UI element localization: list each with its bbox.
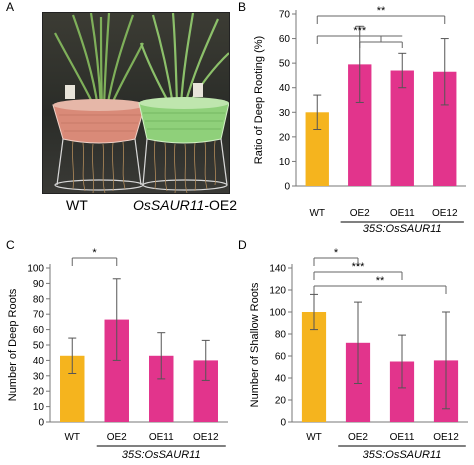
chart-c-deep-roots: 0 10 20 30 40 50 60 70 80 90 100 Number of Deep Roo… xyxy=(7,247,228,461)
photo-caption-wt: WT xyxy=(66,197,88,213)
y-axis-label: Number of Shallow Roots xyxy=(249,282,261,407)
chart-b-deep-rooting-ratio: 0 10 20 30 40 50 60 70 Ratio of Deep Rooting (%)… xyxy=(253,5,466,235)
panel-letter-a: A xyxy=(6,0,15,14)
label-tag-right xyxy=(193,83,203,97)
y-tick-label: 70 xyxy=(33,310,45,321)
bar-wt xyxy=(301,312,327,422)
y-tick-label: 120 xyxy=(269,286,286,297)
significance-label: * xyxy=(334,247,339,259)
y-tick-label: 0 xyxy=(38,418,44,429)
y-tick-label: 30 xyxy=(279,108,291,119)
photo-caption-oe-gene: OsSAUR11 xyxy=(133,197,205,213)
basket-stands xyxy=(54,138,228,191)
roots xyxy=(72,140,216,193)
x-tick-label: OE2 xyxy=(350,208,370,219)
y-tick-label: 100 xyxy=(27,264,44,275)
x-tick-label: OE11 xyxy=(149,432,174,443)
y-tick-label: 50 xyxy=(33,341,45,352)
bar-oe11 xyxy=(390,70,414,186)
significance-label: *** xyxy=(352,261,366,273)
bar-oe12 xyxy=(433,71,457,186)
y-tick-label: 30 xyxy=(33,371,45,382)
y-tick-label: 90 xyxy=(33,279,45,290)
bar-wt xyxy=(305,112,329,186)
x-tick-label: WT xyxy=(64,432,80,443)
y-tick-label: 100 xyxy=(269,308,286,319)
panel-letter-b: B xyxy=(238,0,247,14)
chart-d-shallow-roots: 0 20 40 60 80 100 120 140 Number of Shallow Root… xyxy=(249,247,468,461)
x-tick-label: OE12 xyxy=(433,432,459,443)
y-tick-label: 50 xyxy=(279,59,291,70)
x-tick-label: OE2 xyxy=(107,432,127,443)
plant-photo-illustration xyxy=(43,13,229,193)
significance-label: * xyxy=(92,247,97,259)
y-tick-label: 20 xyxy=(33,387,45,398)
x-tick-label: WT xyxy=(309,208,325,219)
y-tick-label: 0 xyxy=(280,418,286,429)
significance-label: ** xyxy=(376,275,385,287)
leaves-right-plant xyxy=(139,13,229,106)
y-tick-label: 60 xyxy=(33,325,45,336)
y-axis-label: Number of Deep Roots xyxy=(7,288,19,401)
y-tick-label: 80 xyxy=(275,330,287,341)
significance-label: *** xyxy=(353,25,367,37)
plant-root-photo xyxy=(42,12,230,194)
y-tick-label: 10 xyxy=(279,157,291,168)
group-label: 35S:OsSAUR11 xyxy=(363,223,442,235)
y-tick-label: 60 xyxy=(279,34,291,45)
x-tick-label: WT xyxy=(306,432,322,443)
photo-caption-oe: OsSAUR11-OE2 xyxy=(133,197,237,213)
panel-letter-c: C xyxy=(6,238,15,252)
y-tick-label: 40 xyxy=(279,83,291,94)
x-tick-label: OE12 xyxy=(432,208,458,219)
y-tick-label: 0 xyxy=(284,182,290,193)
x-tick-label: OE11 xyxy=(390,432,415,443)
x-tick-label: OE11 xyxy=(390,208,415,219)
y-tick-label: 60 xyxy=(275,352,287,363)
y-tick-label: 40 xyxy=(275,374,287,385)
y-axis-label: Ratio of Deep Rooting (%) xyxy=(253,36,265,164)
y-tick-label: 140 xyxy=(269,264,286,275)
y-tick-label: 40 xyxy=(33,356,45,367)
bar-oe2 xyxy=(348,64,372,186)
label-tag-left xyxy=(65,85,75,99)
group-label: 35S:OsSAUR11 xyxy=(122,449,201,461)
y-tick-label: 20 xyxy=(275,396,287,407)
photo-caption-oe-suffix: -OE2 xyxy=(204,197,238,213)
significance-label: ** xyxy=(377,5,386,17)
x-tick-label: OE12 xyxy=(193,432,219,443)
group-label: 35S:OsSAUR11 xyxy=(363,449,442,461)
y-tick-label: 20 xyxy=(279,132,291,143)
y-tick-label: 80 xyxy=(33,294,45,305)
x-tick-label: OE2 xyxy=(348,432,368,443)
y-tick-label: 70 xyxy=(279,10,291,21)
y-tick-label: 10 xyxy=(33,402,45,413)
panel-letter-d: D xyxy=(238,238,247,252)
